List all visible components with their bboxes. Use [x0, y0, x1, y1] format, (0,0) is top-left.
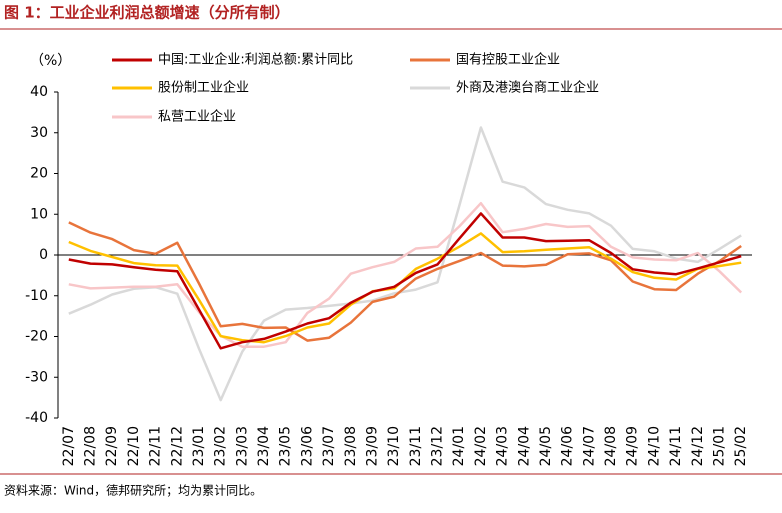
x-tick-label: 24/01 [451, 426, 467, 466]
chart-title: 图 1：工业企业利润总额增速（分所有制） [4, 4, 290, 22]
x-tick-label: 25/01 [711, 426, 727, 466]
x-tick-label: 23/09 [364, 426, 380, 466]
x-tick-label: 23/10 [386, 426, 402, 466]
y-tick-label: -40 [25, 410, 48, 426]
x-tick-label: 23/03 [234, 426, 250, 466]
x-tick-label: 23/07 [321, 426, 337, 466]
x-tick-label: 24/09 [625, 426, 641, 466]
x-tick-label: 24/12 [690, 426, 706, 466]
series-line [68, 212, 742, 350]
x-tick-label: 24/11 [668, 426, 684, 466]
x-tick-label: 22/12 [169, 426, 185, 466]
series-line [68, 201, 743, 348]
x-tick-label: 23/01 [191, 426, 207, 466]
x-tick-label: 23/06 [299, 426, 315, 466]
series-line [68, 126, 742, 402]
x-tick-label: 22/08 [83, 426, 99, 466]
source: 资料来源：Wind，德邦研究所；均为累计同比。 [4, 483, 262, 498]
series-line [68, 221, 742, 342]
x-tick-label: 23/12 [430, 426, 446, 466]
y-tick-label: 0 [39, 247, 48, 263]
x-tick-label: 23/08 [343, 426, 359, 466]
y-tick-label: -30 [25, 369, 48, 385]
legend-label: 外商及港澳台商工业企业 [456, 80, 599, 96]
legend-label: 中国:工业企业:利润总额:累计同比 [158, 52, 353, 68]
x-tick-label: 24/03 [495, 426, 511, 466]
y-tick-label: 30 [30, 125, 48, 141]
x-tick-label: 22/10 [126, 426, 142, 466]
x-tick-label: 24/05 [538, 426, 554, 466]
x-tick-label: 22/09 [104, 426, 120, 466]
x-tick-label: 24/04 [516, 426, 532, 466]
x-tick-label: 24/07 [581, 426, 597, 466]
legend-label: 股份制工业企业 [158, 80, 249, 96]
x-tick-label: 24/10 [646, 426, 662, 466]
legend-label: 私营工业企业 [158, 109, 236, 125]
x-tick-label: 25/02 [733, 426, 749, 466]
y-tick-label: -10 [25, 288, 48, 304]
x-tick-label: 23/04 [256, 426, 272, 466]
x-tick-label: 22/07 [61, 426, 77, 466]
y-tick-label: 40 [30, 84, 48, 100]
x-tick-label: 23/05 [278, 426, 294, 466]
x-tick-label: 24/06 [560, 426, 576, 466]
y-tick-label: 20 [30, 166, 48, 182]
y-tick-label: -20 [25, 329, 48, 345]
y-tick-label: 10 [30, 206, 48, 222]
x-tick-label: 22/11 [148, 426, 164, 466]
y-axis-label: （%） [30, 53, 71, 69]
legend-label: 国有控股工业企业 [456, 52, 560, 68]
x-tick-label: 23/02 [213, 426, 229, 466]
x-tick-label: 24/08 [603, 426, 619, 466]
x-tick-label: 23/11 [408, 426, 424, 466]
x-tick-label: 24/02 [473, 426, 489, 466]
